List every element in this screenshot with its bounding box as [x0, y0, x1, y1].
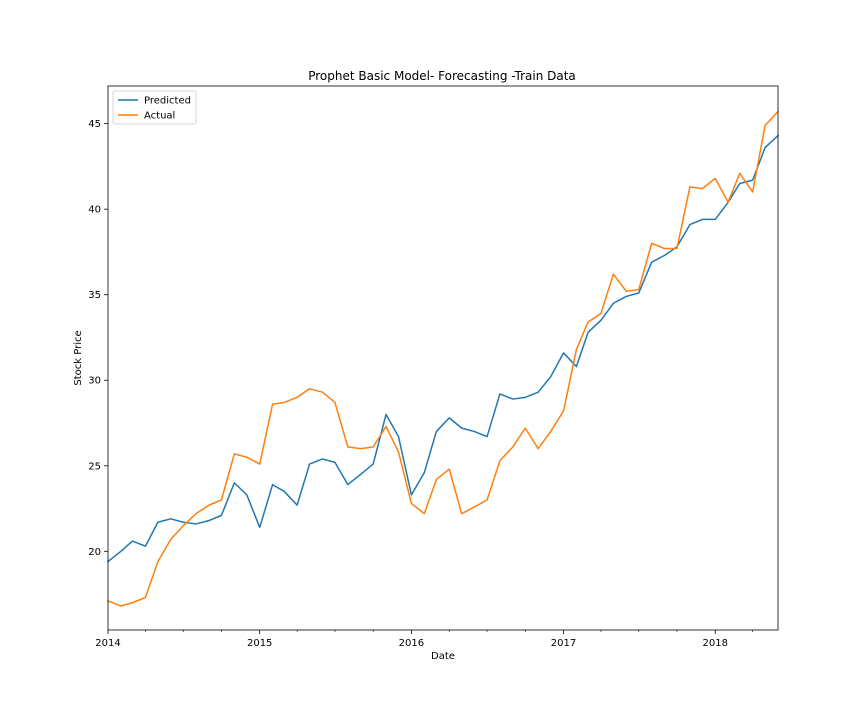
plot-frame: [107, 85, 779, 631]
x-tick-label: 2017: [551, 638, 576, 649]
y-tick-label: 20: [88, 547, 101, 558]
y-tick-label: 45: [88, 119, 101, 130]
y-axis: 20 25 30 35 40 45: [88, 119, 108, 558]
y-tick-label: 40: [88, 205, 101, 216]
x-tick-label: 2016: [399, 638, 424, 649]
x-axis-label: Date: [431, 651, 455, 662]
x-tick-label: 2015: [247, 638, 272, 649]
legend: Predicted Actual: [112, 90, 197, 125]
y-tick-label: 30: [88, 376, 101, 387]
y-axis-label: Stock Price: [73, 330, 84, 385]
chart-title: Prophet Basic Model- Forecasting -Train …: [308, 69, 576, 83]
series-line-actual: [107, 110, 780, 607]
y-tick-label: 35: [88, 290, 101, 301]
x-axis: 2014 2015 2016 2017 2018: [95, 630, 753, 649]
legend-label-predicted: Predicted: [144, 96, 191, 107]
x-tick-label: 2018: [703, 638, 728, 649]
series-line-predicted: [106, 134, 780, 563]
plot-lines: [106, 110, 780, 607]
legend-label-actual: Actual: [144, 111, 175, 122]
x-tick-label: 2014: [95, 638, 120, 649]
y-tick-label: 25: [88, 461, 101, 472]
